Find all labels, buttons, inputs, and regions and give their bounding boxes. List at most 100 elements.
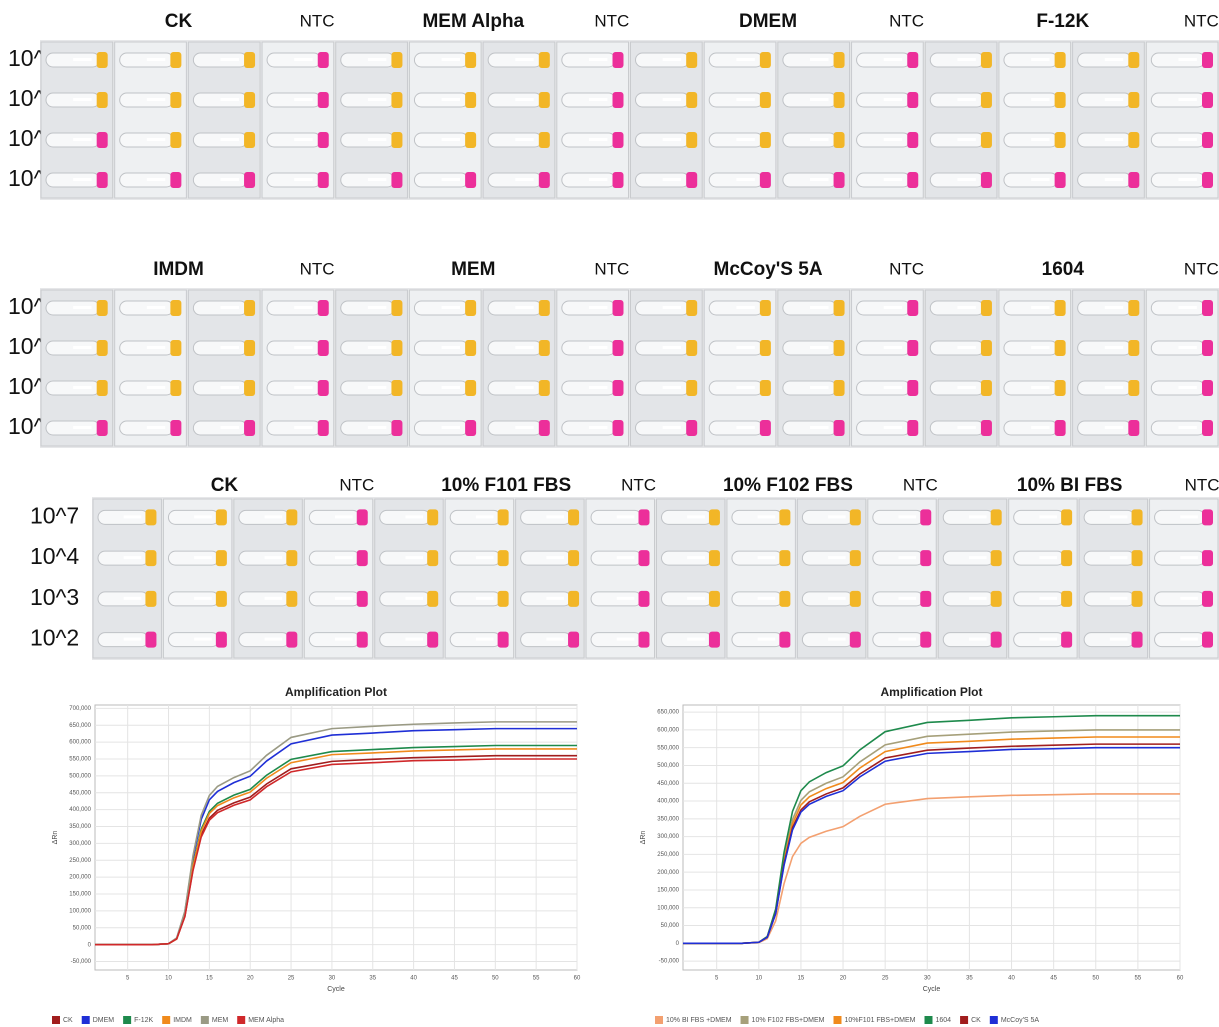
tube bbox=[45, 340, 101, 356]
tube-stripe bbox=[1178, 386, 1197, 389]
tube bbox=[1150, 340, 1206, 356]
x-tick-label: 35 bbox=[966, 976, 973, 982]
tube-cap bbox=[849, 509, 861, 526]
tube bbox=[45, 92, 101, 108]
tube-stripe bbox=[1031, 426, 1050, 429]
tube bbox=[413, 172, 469, 188]
tube bbox=[1077, 172, 1132, 188]
tube bbox=[340, 52, 395, 68]
tube-stripe bbox=[957, 306, 976, 309]
tube bbox=[45, 420, 101, 436]
tube-stripe bbox=[810, 426, 829, 429]
tube bbox=[1150, 172, 1206, 188]
y-tick-label: 650,000 bbox=[69, 723, 91, 729]
tube bbox=[1077, 300, 1132, 316]
tube bbox=[1003, 300, 1059, 316]
tube-stripe bbox=[546, 556, 564, 560]
tube bbox=[1003, 380, 1059, 396]
tube bbox=[119, 300, 174, 316]
tube-cap bbox=[980, 380, 992, 396]
tube-cap bbox=[759, 132, 771, 148]
legend-label: DMEM bbox=[93, 1017, 115, 1024]
tube-cap bbox=[612, 420, 624, 436]
tube bbox=[1077, 52, 1132, 68]
y-tick-label: 250,000 bbox=[69, 858, 91, 864]
tube-stripe bbox=[1104, 306, 1124, 309]
tube-cap bbox=[907, 172, 919, 188]
tube-stripe bbox=[367, 426, 387, 429]
tube-column bbox=[374, 498, 444, 659]
tube-stripe bbox=[220, 426, 239, 429]
y-tick-label: -50,000 bbox=[659, 959, 680, 965]
tube bbox=[413, 52, 469, 68]
tube-cap bbox=[907, 340, 919, 356]
tube-stripe bbox=[294, 306, 313, 309]
tube bbox=[192, 92, 248, 108]
tube-cap bbox=[759, 380, 771, 396]
tube bbox=[856, 380, 911, 396]
group-label: DMEM bbox=[739, 11, 797, 32]
tube bbox=[856, 132, 911, 148]
tube-cap bbox=[568, 509, 580, 526]
tube-cap bbox=[907, 420, 919, 436]
tube-cap bbox=[538, 420, 550, 436]
tube bbox=[635, 132, 690, 148]
tube bbox=[45, 300, 101, 316]
tube-cap bbox=[568, 550, 580, 567]
tube-cap bbox=[990, 550, 1002, 567]
tube-cap bbox=[465, 92, 477, 108]
tube-stripe bbox=[1031, 306, 1050, 309]
group-label: F-12K bbox=[1036, 11, 1089, 32]
tube-stripe bbox=[898, 556, 917, 560]
y-tick-label: 600,000 bbox=[69, 740, 91, 746]
y-axis-label: ΔRn bbox=[52, 831, 59, 845]
ntc-label: NTC bbox=[594, 259, 629, 278]
tube-cap bbox=[286, 590, 298, 607]
tube-stripe bbox=[335, 556, 353, 560]
tube-stripe bbox=[294, 178, 313, 181]
y-tick-label: 0 bbox=[676, 941, 680, 947]
tube-cap bbox=[612, 52, 624, 68]
tube bbox=[561, 300, 616, 316]
tube-stripe bbox=[441, 138, 461, 141]
tube-cap bbox=[538, 340, 550, 356]
legend-swatch bbox=[833, 1016, 842, 1024]
tube-cap bbox=[427, 590, 439, 607]
tube bbox=[929, 380, 985, 396]
tube-cap bbox=[1202, 420, 1213, 436]
tube-stripe bbox=[146, 346, 166, 349]
tube-cap bbox=[317, 52, 329, 68]
x-tick-label: 60 bbox=[574, 976, 581, 982]
tube-column bbox=[303, 498, 374, 659]
tube-stripe bbox=[1178, 346, 1197, 349]
y-tick-label: 100,000 bbox=[657, 905, 679, 911]
tube-stripe bbox=[736, 138, 755, 141]
x-tick-label: 15 bbox=[798, 976, 805, 982]
tube bbox=[413, 300, 469, 316]
tube-cap bbox=[686, 132, 698, 148]
tube-stripe bbox=[220, 346, 239, 349]
tube bbox=[340, 380, 395, 396]
x-tick-label: 55 bbox=[1135, 976, 1142, 982]
tube bbox=[119, 92, 174, 108]
tube-stripe bbox=[335, 515, 353, 519]
tube-cap bbox=[1202, 509, 1213, 526]
tube bbox=[561, 340, 616, 356]
y-tick-label: 350,000 bbox=[657, 816, 679, 822]
tube-cap bbox=[286, 509, 298, 526]
tube-cap bbox=[244, 380, 256, 396]
tube-cap bbox=[427, 509, 439, 526]
tube bbox=[266, 172, 322, 188]
tube-stripe bbox=[810, 306, 829, 309]
tube-stripe bbox=[810, 178, 829, 181]
y-tick-label: 0 bbox=[88, 942, 92, 948]
tube bbox=[1003, 132, 1059, 148]
tube-stripe bbox=[441, 346, 461, 349]
tube-stripe bbox=[883, 386, 903, 389]
tube-cap bbox=[170, 300, 182, 316]
tube-stripe bbox=[515, 426, 534, 429]
tube bbox=[413, 340, 469, 356]
tube-cap bbox=[244, 132, 256, 148]
tube-stripe bbox=[1178, 426, 1197, 429]
tube-cap bbox=[1202, 172, 1213, 188]
